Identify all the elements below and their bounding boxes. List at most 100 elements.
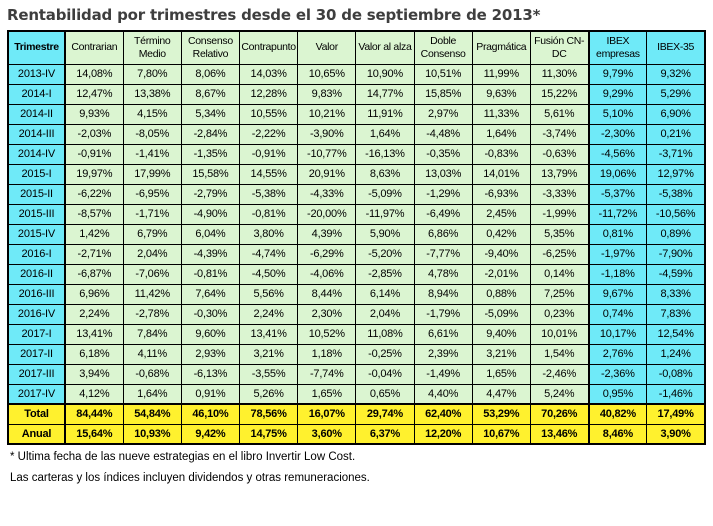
cell-2016-i-contrarian: -2,71% [64, 243, 124, 265]
table-row-2017-iv: 2017-IV 4,12% 1,64% 0,91% 5,26% 1,65% 0,65% 4,4… [7, 383, 706, 405]
cell-2013-iv-consenso-relativo: 8,06% [180, 63, 241, 85]
cell-2016-iv-ibex-35: 7,83% [646, 303, 706, 325]
row-label-2017-iii: 2017-III [7, 363, 66, 385]
row-label-2017-i: 2017-I [7, 323, 66, 345]
cell-2016-iii-doble-consenso: 8,94% [413, 283, 473, 305]
cell-2013-iv-ibex-35: 9,32% [646, 63, 706, 85]
cell-total-contrapunto: 78,56% [239, 403, 299, 425]
cell-2017-iii-consenso-relativo: -6,13% [180, 363, 241, 385]
cell-2016-iii-contrarian: 6,96% [64, 283, 124, 305]
cell-2013-iv-contrarian: 14,08% [64, 63, 124, 85]
cell-2015-i-pragmática: 14,01% [471, 163, 531, 185]
cell-2016-iv-contrapunto: 2,24% [239, 303, 299, 325]
header-valor: Valor [297, 30, 357, 65]
cell-2015-iii-pragmática: 2,45% [471, 203, 531, 225]
cell-2015-iv-consenso-relativo: 6,04% [180, 223, 241, 245]
cell-2014-ii-término-medio: 4,15% [122, 103, 182, 125]
cell-2017-iv-contrarian: 4,12% [64, 383, 124, 405]
cell-2016-iii-ibex-35: 8,33% [646, 283, 706, 305]
cell-2016-ii-ibex-empresas: -1,18% [588, 263, 648, 285]
cell-2016-ii-pragmática: -2,01% [471, 263, 531, 285]
cell-2016-i-valor-al-alza: -5,20% [355, 243, 415, 265]
cell-2015-iv-ibex-empresas: 0,81% [588, 223, 648, 245]
cell-2017-ii-valor-al-alza: -0,25% [355, 343, 415, 365]
cell-2014-iii-doble-consenso: -4,48% [413, 123, 473, 145]
table-row-2014-iv: 2014-IV -0,91% -1,41% -1,35% -0,91% -10,77% -1… [7, 143, 706, 165]
cell-2014-iii-pragmática: 1,64% [471, 123, 531, 145]
cell-anual-fusión-cn-dc: 13,46% [529, 423, 590, 445]
cell-2016-iv-consenso-relativo: -0,30% [180, 303, 241, 325]
table-row-2017-ii: 2017-II 6,18% 4,11% 2,93% 3,21% 1,18% -0,25% 2,… [7, 343, 706, 365]
cell-2013-iv-término-medio: 7,80% [122, 63, 182, 85]
cell-2014-i-consenso-relativo: 8,67% [180, 83, 241, 105]
cell-2014-i-fusión-cn-dc: 15,22% [529, 83, 590, 105]
cell-2014-ii-ibex-empresas: 5,10% [588, 103, 648, 125]
cell-2017-iii-doble-consenso: -1,49% [413, 363, 473, 385]
cell-2014-i-contrapunto: 12,28% [239, 83, 299, 105]
cell-2017-i-contrapunto: 13,41% [239, 323, 299, 345]
cell-2014-iii-fusión-cn-dc: -3,74% [529, 123, 590, 145]
cell-2015-iv-doble-consenso: 6,86% [413, 223, 473, 245]
cell-2016-ii-contrapunto: -4,50% [239, 263, 299, 285]
cell-2015-iv-valor: 4,39% [297, 223, 357, 245]
cell-2014-iv-valor-al-alza: -16,13% [355, 143, 415, 165]
cell-2014-iv-valor: -10,77% [297, 143, 357, 165]
cell-2014-i-pragmática: 9,63% [471, 83, 531, 105]
cell-2015-i-consenso-relativo: 15,58% [180, 163, 241, 185]
cell-2016-i-pragmática: -9,40% [471, 243, 531, 265]
cell-2015-ii-valor-al-alza: -5,09% [355, 183, 415, 205]
cell-2017-i-ibex-empresas: 10,17% [588, 323, 648, 345]
cell-2014-iii-valor-al-alza: 1,64% [355, 123, 415, 145]
cell-2015-i-contrarian: 19,97% [64, 163, 124, 185]
cell-2015-iii-contrapunto: -0,81% [239, 203, 299, 225]
header-contrarian: Contrarian [64, 30, 124, 65]
cell-2014-iv-término-medio: -1,41% [122, 143, 182, 165]
cell-2017-ii-consenso-relativo: 2,93% [180, 343, 241, 365]
cell-total-contrarian: 84,44% [64, 403, 124, 425]
cell-2015-i-valor-al-alza: 8,63% [355, 163, 415, 185]
cell-2015-i-ibex-empresas: 19,06% [588, 163, 648, 185]
cell-2017-iv-ibex-empresas: 0,95% [588, 383, 648, 405]
cell-2017-ii-contrarian: 6,18% [64, 343, 124, 365]
cell-2014-ii-ibex-35: 6,90% [646, 103, 706, 125]
row-label-total: Total [7, 403, 66, 425]
cell-2017-iv-ibex-35: -1,46% [646, 383, 706, 405]
cell-2015-iv-ibex-35: 0,89% [646, 223, 706, 245]
cell-2014-ii-contrapunto: 10,55% [239, 103, 299, 125]
cell-2015-ii-ibex-35: -5,38% [646, 183, 706, 205]
cell-2017-i-pragmática: 9,40% [471, 323, 531, 345]
cell-2015-iii-consenso-relativo: -4,90% [180, 203, 241, 225]
table-row-2015-ii: 2015-II -6,22% -6,95% -2,79% -5,38% -4,33% -5,… [7, 183, 706, 205]
cell-2017-iv-pragmática: 4,47% [471, 383, 531, 405]
cell-2015-ii-fusión-cn-dc: -3,33% [529, 183, 590, 205]
cell-2014-i-contrarian: 12,47% [64, 83, 124, 105]
cell-2016-i-consenso-relativo: -4,39% [180, 243, 241, 265]
cell-2015-iv-fusión-cn-dc: 5,35% [529, 223, 590, 245]
row-label-2015-iv: 2015-IV [7, 223, 66, 245]
cell-2014-iv-fusión-cn-dc: -0,63% [529, 143, 590, 165]
cell-2017-ii-término-medio: 4,11% [122, 343, 182, 365]
table-body: 2013-IV 14,08% 7,80% 8,06% 14,03% 10,65% 10,90… [7, 63, 706, 445]
cell-2016-i-ibex-35: -7,90% [646, 243, 706, 265]
table-row-2016-iv: 2016-IV 2,24% -2,78% -0,30% 2,24% 2,30% 2,04% -… [7, 303, 706, 325]
cell-2017-iii-contrapunto: -3,55% [239, 363, 299, 385]
cell-2016-i-doble-consenso: -7,77% [413, 243, 473, 265]
cell-2017-ii-ibex-empresas: 2,76% [588, 343, 648, 365]
table-row-2015-i: 2015-I 19,97% 17,99% 15,58% 14,55% 20,91% 8,63… [7, 163, 706, 185]
header-pragmática: Pragmática [471, 30, 531, 65]
cell-2014-i-doble-consenso: 15,85% [413, 83, 473, 105]
cell-2014-iii-ibex-empresas: -2,30% [588, 123, 648, 145]
cell-2016-ii-valor-al-alza: -2,85% [355, 263, 415, 285]
cell-total-ibex-35: 17,49% [646, 403, 706, 425]
row-label-2014-ii: 2014-II [7, 103, 66, 125]
row-label-2015-iii: 2015-III [7, 203, 66, 225]
cell-2015-iv-contrapunto: 3,80% [239, 223, 299, 245]
cell-2017-iii-valor: -7,74% [297, 363, 357, 385]
cell-2016-iii-término-medio: 11,42% [122, 283, 182, 305]
cell-2017-iv-contrapunto: 5,26% [239, 383, 299, 405]
table-row-2017-iii: 2017-III 3,94% -0,68% -6,13% -3,55% -7,74% -0,… [7, 363, 706, 385]
cell-2015-i-ibex-35: 12,97% [646, 163, 706, 185]
cell-total-doble-consenso: 62,40% [413, 403, 473, 425]
cell-2017-ii-valor: 1,18% [297, 343, 357, 365]
cell-2016-iv-contrarian: 2,24% [64, 303, 124, 325]
